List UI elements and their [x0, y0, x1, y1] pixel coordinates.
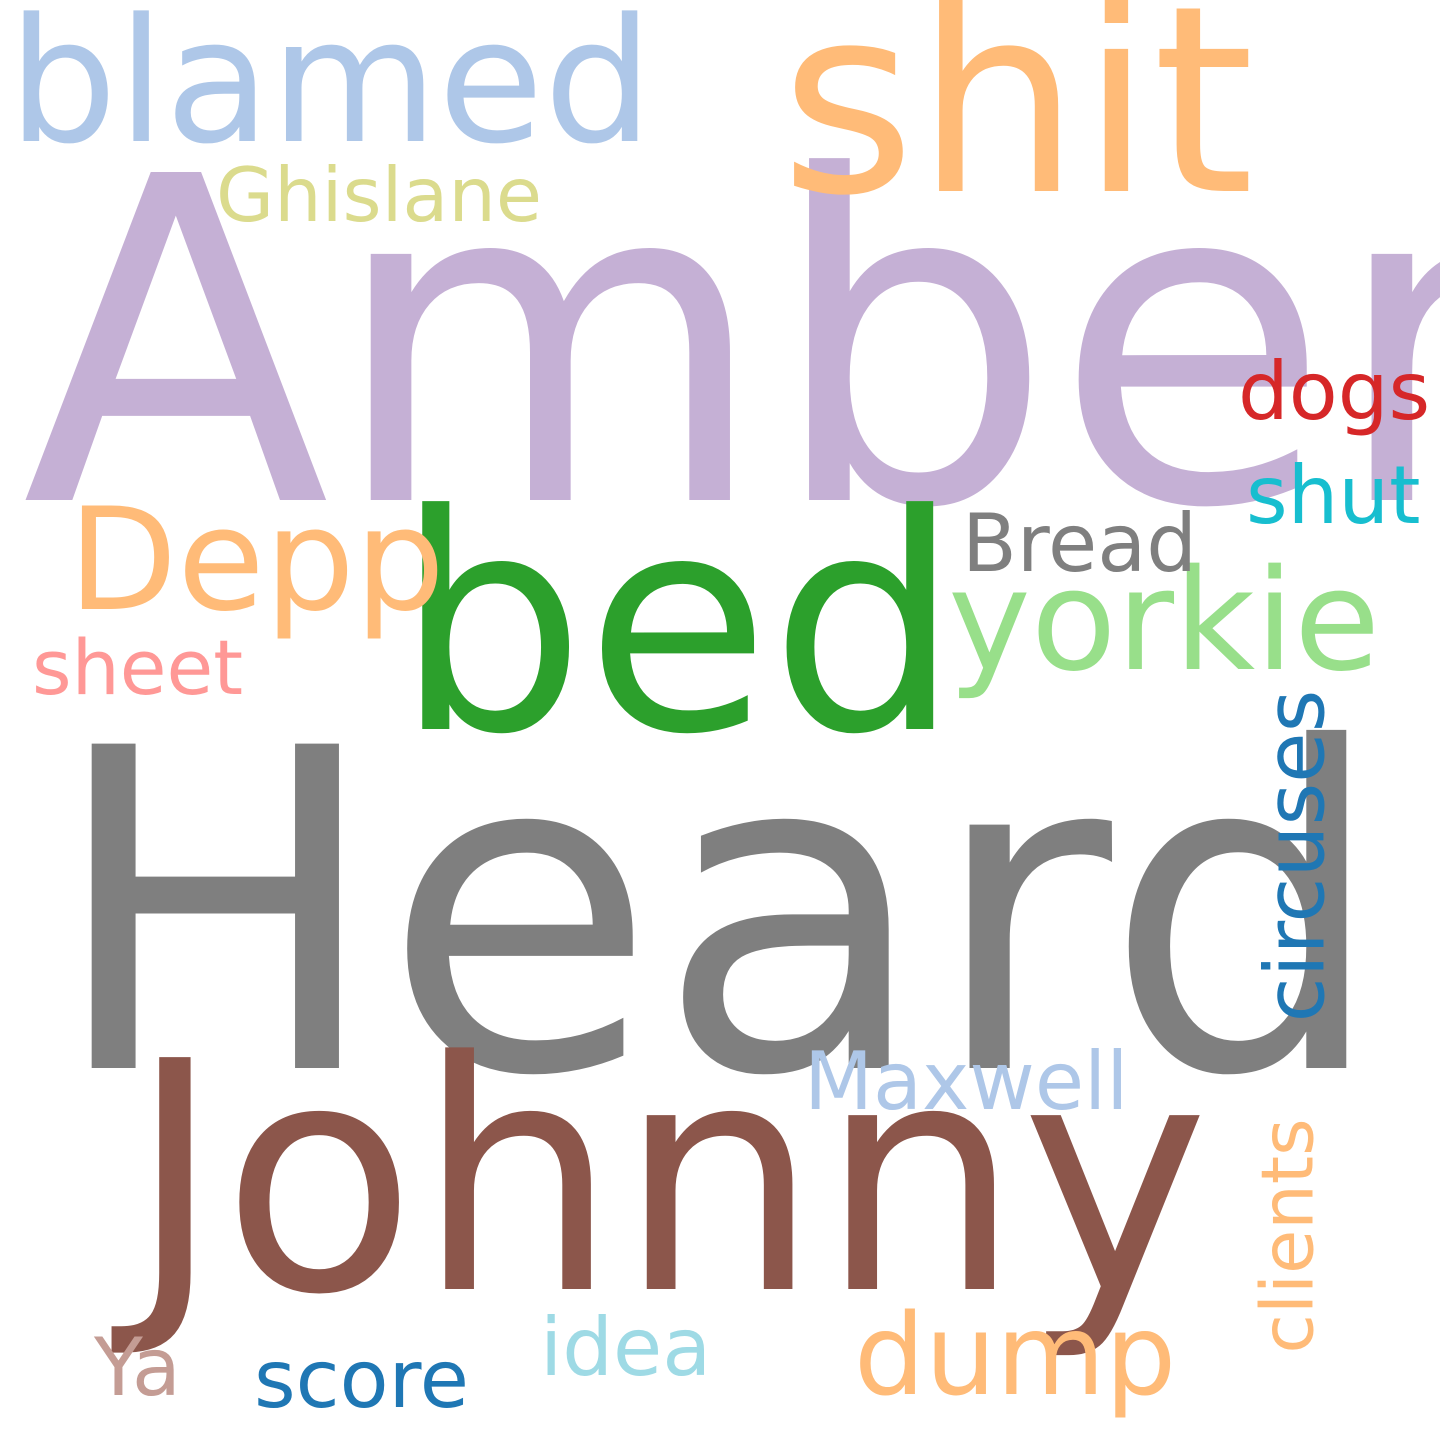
- word-bed: bed: [395, 451, 961, 800]
- word-clients: clients: [1245, 1118, 1330, 1354]
- word-amber: Amber: [22, 83, 1440, 607]
- word-ya: Ya: [94, 1321, 181, 1414]
- word-circuses: circuses: [1248, 689, 1344, 1023]
- word-bread: Bread: [962, 497, 1198, 590]
- word-yorkie: yorkie: [948, 540, 1381, 703]
- word-johnny: Johnny: [128, 994, 1210, 1364]
- word-shit: shit: [780, 0, 1255, 253]
- word-blamed: blamed: [8, 0, 653, 182]
- word-ghislane: Ghislane: [216, 151, 543, 239]
- word-score: score: [254, 1333, 469, 1426]
- word-maxwell: Maxwell: [804, 1035, 1129, 1128]
- word-depp: Depp: [68, 478, 445, 643]
- word-shut: shut: [1246, 449, 1421, 542]
- word-dogs: dogs: [1238, 345, 1431, 438]
- word-dump: dump: [854, 1291, 1177, 1421]
- word-idea: idea: [540, 1301, 712, 1394]
- word-sheet: sheet: [32, 623, 244, 712]
- word-heard: Heard: [48, 655, 1387, 1173]
